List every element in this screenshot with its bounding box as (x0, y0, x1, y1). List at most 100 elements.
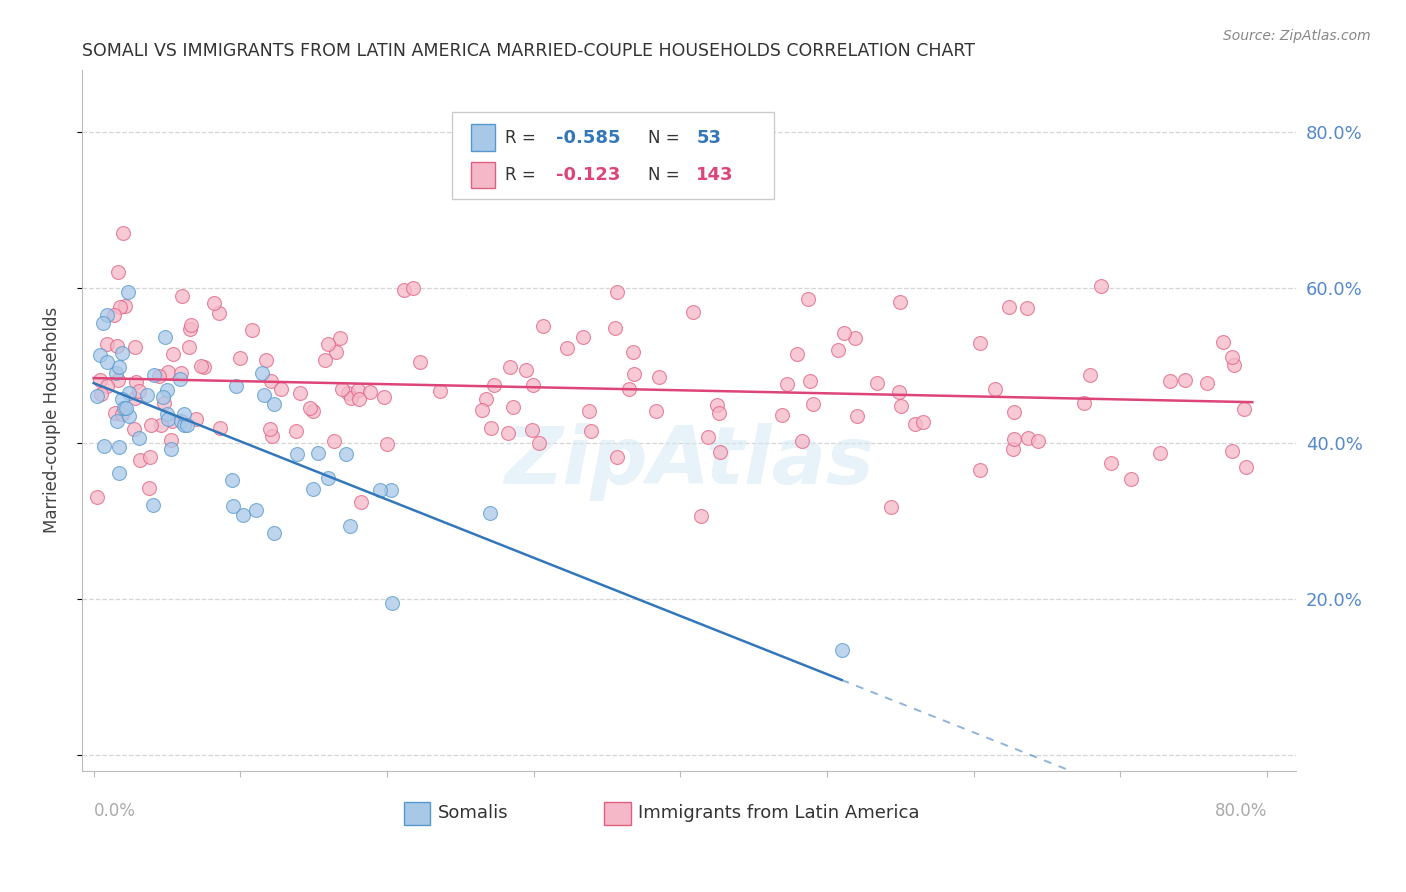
Point (152, 390, 174, 404)
Point (402, 281, 425, 295)
Point (531, 318, 554, 333)
Point (776, 376, 799, 391)
Point (179, 322, 201, 336)
Point (153, 329, 176, 343)
Point (260, 429, 283, 443)
Point (263, 525, 285, 540)
Point (111, 392, 134, 406)
Point (314, 352, 336, 367)
Point (880, 500, 903, 514)
Point (89, 373, 111, 387)
Point (170, 414, 193, 428)
Point (160, 442, 183, 457)
Point (91, 316, 114, 330)
Point (375, 437, 398, 451)
Point (96, 379, 118, 393)
Point (193, 359, 215, 374)
Point (118, 409, 141, 423)
Point (142, 498, 165, 512)
Point (263, 397, 285, 411)
Point (1220, 351, 1243, 365)
Point (690, 509, 713, 524)
Point (225, 378, 247, 392)
Text: R =: R = (505, 166, 540, 184)
Point (1119, 472, 1142, 486)
Point (381, 596, 404, 610)
Point (157, 365, 180, 379)
Point (139, 417, 162, 432)
Point (190, 359, 212, 373)
Point (1001, 442, 1024, 456)
FancyBboxPatch shape (404, 802, 430, 824)
Point (285, 447, 308, 461)
Point (112, 226, 135, 240)
Point (105, 414, 128, 428)
Point (801, 396, 824, 410)
Point (335, 447, 357, 461)
Point (1090, 279, 1112, 293)
Point (122, 422, 145, 436)
Point (253, 388, 276, 402)
Point (96, 336, 118, 351)
Text: R =: R = (505, 128, 540, 147)
Point (184, 411, 207, 425)
Point (697, 429, 720, 443)
Point (325, 344, 347, 359)
Point (86, 490, 108, 504)
Point (169, 372, 191, 386)
Point (827, 343, 849, 358)
Point (177, 341, 200, 355)
Point (232, 508, 254, 522)
Point (124, 391, 146, 405)
Point (107, 359, 129, 374)
Point (969, 463, 991, 477)
Point (844, 331, 866, 345)
Point (245, 502, 267, 516)
Point (605, 321, 627, 335)
Point (866, 376, 889, 390)
Text: SOMALI VS IMMIGRANTS FROM LATIN AMERICA MARRIED-COUPLE HOUSEHOLDS CORRELATION CH: SOMALI VS IMMIGRANTS FROM LATIN AMERICA … (82, 42, 974, 60)
Point (270, 382, 292, 396)
Point (682, 305, 704, 319)
Point (104, 406, 127, 420)
Point (770, 409, 793, 423)
Point (149, 417, 172, 432)
Point (156, 407, 179, 421)
Point (156, 383, 179, 397)
Point (831, 643, 853, 657)
Point (834, 326, 856, 341)
Point (478, 506, 501, 520)
Point (912, 415, 935, 429)
Point (606, 285, 628, 299)
Point (1002, 432, 1025, 446)
Point (173, 417, 195, 432)
Text: -0.585: -0.585 (555, 128, 620, 147)
Point (308, 446, 330, 460)
Point (621, 344, 644, 359)
Point (1197, 376, 1219, 390)
Point (323, 434, 346, 448)
Point (1017, 301, 1039, 315)
Point (259, 422, 281, 436)
Point (706, 399, 728, 413)
Text: Somalis: Somalis (437, 805, 509, 822)
Point (222, 500, 245, 514)
Point (578, 404, 600, 418)
Text: 0.0%: 0.0% (94, 802, 135, 820)
Point (115, 401, 138, 415)
Point (515, 362, 537, 376)
Point (373, 390, 395, 404)
Point (208, 305, 231, 319)
Point (969, 336, 991, 351)
Point (285, 424, 308, 438)
FancyBboxPatch shape (605, 802, 631, 824)
FancyBboxPatch shape (471, 125, 495, 151)
Point (555, 341, 578, 355)
Point (527, 435, 550, 450)
Point (176, 418, 198, 433)
Text: 53: 53 (696, 128, 721, 147)
Point (128, 431, 150, 445)
Point (260, 374, 283, 388)
Point (709, 445, 731, 459)
Point (359, 384, 381, 399)
